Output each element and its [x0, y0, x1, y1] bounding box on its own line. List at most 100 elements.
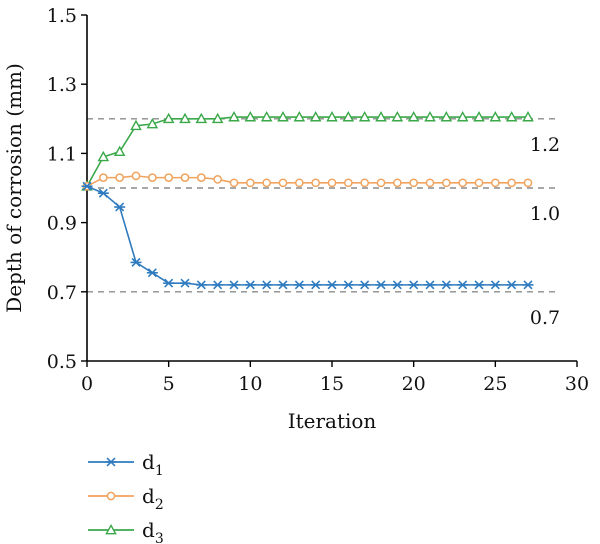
- data-point: [180, 173, 190, 182]
- legend-item-d2: d2: [88, 484, 164, 513]
- data-point: [360, 178, 370, 188]
- x-tick-label: 20: [402, 373, 426, 395]
- data-point: [425, 178, 435, 188]
- data-point: [440, 111, 453, 122]
- data-point: [441, 178, 451, 188]
- series-line: [86, 175, 528, 187]
- y-ticks: 0.5 0.7 0.9 1.1 1.3 1.5: [47, 5, 87, 373]
- data-point: [115, 173, 125, 182]
- data-point: [376, 178, 386, 188]
- data-point: [522, 280, 534, 290]
- data-point: [392, 178, 402, 188]
- x-axis-title: Iteration: [288, 409, 377, 433]
- reference-lines: 1.2 1.0 0.7: [87, 118, 560, 329]
- data-point: [359, 280, 371, 290]
- data-point: [523, 178, 533, 188]
- legend-label: d1: [142, 450, 164, 479]
- series-d2: [82, 171, 533, 191]
- data-point: [522, 111, 534, 122]
- legend-marker: [106, 491, 116, 501]
- legend-label-subscript: 2: [155, 497, 164, 513]
- series-line: [86, 185, 528, 286]
- data-point: [326, 280, 338, 290]
- data-point: [424, 280, 436, 290]
- legend-item-d1: d1: [88, 450, 164, 479]
- data-point: [229, 178, 239, 188]
- data-point: [245, 178, 255, 188]
- y-tick-label: 1.5: [47, 5, 77, 27]
- data-point: [326, 111, 338, 122]
- data-point: [474, 178, 484, 188]
- data-point: [260, 111, 273, 122]
- data-point: [244, 280, 256, 290]
- data-point: [130, 119, 142, 131]
- series: [81, 111, 534, 290]
- data-point: [146, 117, 159, 129]
- x-tick-label: 10: [238, 373, 262, 395]
- y-tick-label: 0.7: [47, 282, 77, 304]
- legend-marker: [105, 457, 117, 467]
- x-ticks: 0 5 10 15 20 25 30: [81, 361, 589, 395]
- data-point: [343, 178, 353, 188]
- data-point: [195, 280, 207, 290]
- data-point: [375, 280, 387, 290]
- data-point: [228, 111, 240, 122]
- series-line: [86, 116, 528, 187]
- data-point: [490, 178, 500, 188]
- data-point: [97, 188, 109, 198]
- legend-label-subscript: 3: [155, 531, 164, 544]
- data-point: [195, 112, 208, 124]
- data-point: [162, 112, 175, 124]
- series-d3: [81, 111, 534, 191]
- x-tick-label: 5: [163, 373, 175, 395]
- data-point: [278, 178, 288, 188]
- legend-label-main: d: [142, 518, 155, 542]
- x-tick-label: 25: [483, 373, 507, 395]
- legend-label-main: d: [142, 450, 155, 474]
- legend-label: d3: [142, 518, 164, 544]
- data-point: [342, 280, 354, 290]
- reference-line-label: 0.7: [530, 307, 560, 329]
- data-point: [507, 178, 517, 188]
- legend-item-d3: d3: [88, 518, 164, 544]
- y-tick-label: 1.3: [47, 74, 77, 96]
- data-point: [147, 173, 157, 182]
- data-point: [179, 278, 191, 288]
- data-point: [262, 178, 272, 188]
- data-point: [375, 111, 387, 122]
- data-point: [211, 112, 224, 124]
- data-point: [179, 112, 191, 124]
- data-point: [358, 111, 371, 122]
- y-tick-label: 1.1: [47, 143, 77, 165]
- x-tick-label: 0: [81, 373, 93, 395]
- data-point: [440, 280, 452, 290]
- data-point: [489, 280, 501, 290]
- data-point: [261, 280, 273, 290]
- data-point: [505, 111, 518, 122]
- data-point: [131, 171, 141, 181]
- data-point: [228, 280, 240, 290]
- data-point: [212, 280, 224, 290]
- legend-label: d2: [142, 484, 164, 513]
- data-point: [456, 111, 469, 122]
- data-point: [473, 111, 485, 122]
- data-point: [277, 280, 289, 290]
- data-point: [163, 278, 175, 288]
- data-point: [327, 178, 337, 188]
- data-point: [213, 175, 223, 184]
- data-point: [489, 111, 502, 122]
- data-point: [130, 257, 142, 267]
- data-point: [293, 280, 305, 290]
- y-tick-label: 0.5: [47, 351, 77, 373]
- data-point: [424, 111, 436, 122]
- legend-label-subscript: 1: [155, 463, 164, 479]
- data-point: [277, 111, 289, 122]
- data-point: [196, 173, 206, 182]
- data-point: [293, 111, 306, 122]
- reference-line-label: 1.0: [530, 203, 560, 225]
- reference-line-label: 1.2: [530, 134, 560, 156]
- data-point: [506, 280, 518, 290]
- data-point: [81, 181, 93, 191]
- data-point: [146, 268, 158, 278]
